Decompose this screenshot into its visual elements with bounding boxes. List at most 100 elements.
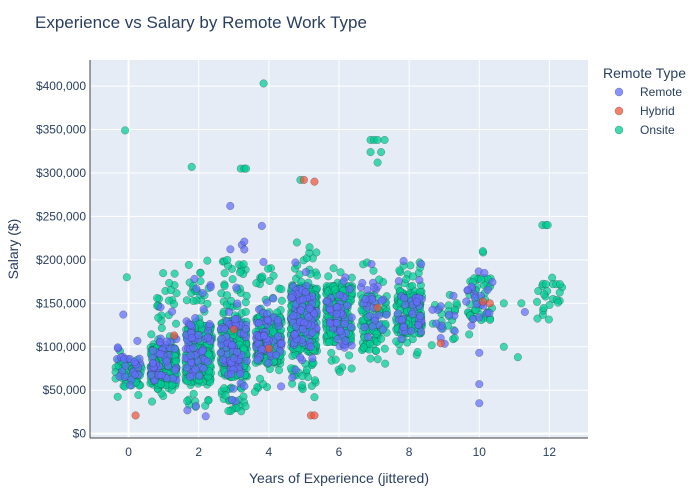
- data-point-remote[interactable]: [269, 294, 278, 303]
- data-point-remote[interactable]: [416, 311, 425, 321]
- data-point-onsite[interactable]: [381, 359, 390, 368]
- data-point-remote[interactable]: [483, 285, 492, 294]
- data-point-remote[interactable]: [230, 315, 240, 324]
- data-point-onsite[interactable]: [555, 288, 564, 297]
- data-point-remote[interactable]: [182, 363, 192, 372]
- data-point-remote[interactable]: [157, 371, 166, 380]
- data-point-onsite[interactable]: [543, 221, 552, 230]
- data-point-remote[interactable]: [194, 331, 203, 340]
- data-point-onsite[interactable]: [269, 271, 278, 280]
- data-point-onsite[interactable]: [189, 389, 198, 398]
- data-point-onsite[interactable]: [235, 268, 244, 277]
- data-point-onsite[interactable]: [157, 323, 166, 333]
- data-point-remote[interactable]: [198, 289, 207, 298]
- data-point-remote[interactable]: [192, 284, 201, 293]
- data-point-onsite[interactable]: [372, 329, 381, 338]
- data-point-remote[interactable]: [480, 268, 489, 278]
- data-point-remote[interactable]: [126, 381, 135, 390]
- data-point-onsite[interactable]: [182, 296, 191, 305]
- data-point-onsite[interactable]: [513, 353, 522, 362]
- data-point-onsite[interactable]: [122, 273, 131, 282]
- legend-label-remote[interactable]: Remote: [640, 85, 682, 99]
- data-point-onsite[interactable]: [369, 266, 378, 275]
- data-point-remote[interactable]: [308, 328, 317, 337]
- data-point-onsite[interactable]: [223, 255, 232, 264]
- data-point-onsite[interactable]: [204, 396, 213, 405]
- legend-label-hybrid[interactable]: Hybrid: [640, 104, 675, 118]
- data-point-remote[interactable]: [332, 309, 341, 318]
- data-point-onsite[interactable]: [310, 393, 319, 402]
- data-point-remote[interactable]: [310, 309, 319, 318]
- data-point-remote[interactable]: [168, 307, 177, 316]
- data-point-remote[interactable]: [171, 366, 180, 375]
- data-point-remote[interactable]: [378, 325, 388, 334]
- data-point-hybrid[interactable]: [310, 177, 319, 186]
- data-point-onsite[interactable]: [184, 260, 193, 269]
- data-point-remote[interactable]: [394, 277, 403, 286]
- data-point-remote[interactable]: [190, 274, 199, 283]
- legend-marker-onsite[interactable]: [614, 125, 624, 135]
- data-point-remote[interactable]: [289, 311, 298, 320]
- data-point-onsite[interactable]: [539, 304, 548, 313]
- data-point-remote[interactable]: [450, 327, 459, 336]
- data-point-remote[interactable]: [186, 320, 195, 330]
- data-point-onsite[interactable]: [154, 313, 163, 322]
- data-point-remote[interactable]: [346, 323, 356, 332]
- data-point-onsite[interactable]: [159, 269, 168, 278]
- data-point-remote[interactable]: [408, 309, 417, 318]
- data-point-onsite[interactable]: [541, 280, 550, 289]
- data-point-remote[interactable]: [415, 276, 424, 285]
- data-point-onsite[interactable]: [292, 238, 301, 247]
- data-point-remote[interactable]: [236, 369, 245, 378]
- data-point-onsite[interactable]: [329, 264, 338, 273]
- data-point-remote[interactable]: [520, 307, 529, 317]
- data-point-remote[interactable]: [363, 286, 372, 295]
- data-point-remote[interactable]: [444, 310, 454, 319]
- data-point-onsite[interactable]: [331, 285, 340, 294]
- data-point-remote[interactable]: [333, 335, 342, 344]
- data-point-onsite[interactable]: [310, 376, 320, 385]
- data-point-remote[interactable]: [432, 319, 441, 328]
- data-point-remote[interactable]: [260, 331, 269, 340]
- data-point-remote[interactable]: [377, 296, 386, 305]
- data-point-hybrid[interactable]: [436, 339, 445, 348]
- data-point-remote[interactable]: [298, 295, 307, 304]
- data-point-onsite[interactable]: [183, 397, 192, 406]
- data-point-onsite[interactable]: [532, 297, 542, 306]
- data-point-remote[interactable]: [339, 277, 348, 286]
- data-point-onsite[interactable]: [252, 279, 261, 288]
- data-point-remote[interactable]: [198, 346, 207, 355]
- data-point-remote[interactable]: [195, 371, 204, 380]
- data-point-remote[interactable]: [133, 336, 142, 345]
- data-point-remote[interactable]: [449, 291, 458, 300]
- data-point-onsite[interactable]: [373, 355, 382, 364]
- data-point-remote[interactable]: [277, 382, 286, 391]
- data-point-onsite[interactable]: [406, 261, 415, 270]
- data-point-onsite[interactable]: [534, 286, 543, 296]
- data-point-remote[interactable]: [414, 320, 423, 329]
- data-point-remote[interactable]: [463, 286, 472, 295]
- data-point-onsite[interactable]: [196, 268, 205, 278]
- data-point-remote[interactable]: [335, 291, 344, 300]
- data-point-remote[interactable]: [412, 297, 421, 306]
- data-point-onsite[interactable]: [452, 299, 461, 308]
- data-point-hybrid[interactable]: [299, 175, 308, 184]
- data-point-remote[interactable]: [485, 308, 494, 318]
- data-point-remote[interactable]: [187, 358, 196, 367]
- data-point-remote[interactable]: [227, 369, 236, 379]
- data-point-remote[interactable]: [206, 283, 215, 292]
- data-point-onsite[interactable]: [241, 402, 250, 411]
- data-point-remote[interactable]: [301, 267, 310, 277]
- data-point-onsite[interactable]: [450, 334, 459, 343]
- data-point-onsite[interactable]: [258, 272, 267, 281]
- data-point-hybrid[interactable]: [373, 303, 382, 312]
- data-point-remote[interactable]: [227, 395, 236, 404]
- data-point-onsite[interactable]: [380, 135, 389, 144]
- data-point-remote[interactable]: [240, 382, 249, 391]
- data-point-remote[interactable]: [271, 351, 280, 360]
- data-point-onsite[interactable]: [166, 286, 175, 295]
- data-point-remote[interactable]: [322, 297, 331, 306]
- data-point-onsite[interactable]: [259, 79, 268, 88]
- data-point-onsite[interactable]: [121, 126, 130, 135]
- data-point-remote[interactable]: [233, 299, 242, 308]
